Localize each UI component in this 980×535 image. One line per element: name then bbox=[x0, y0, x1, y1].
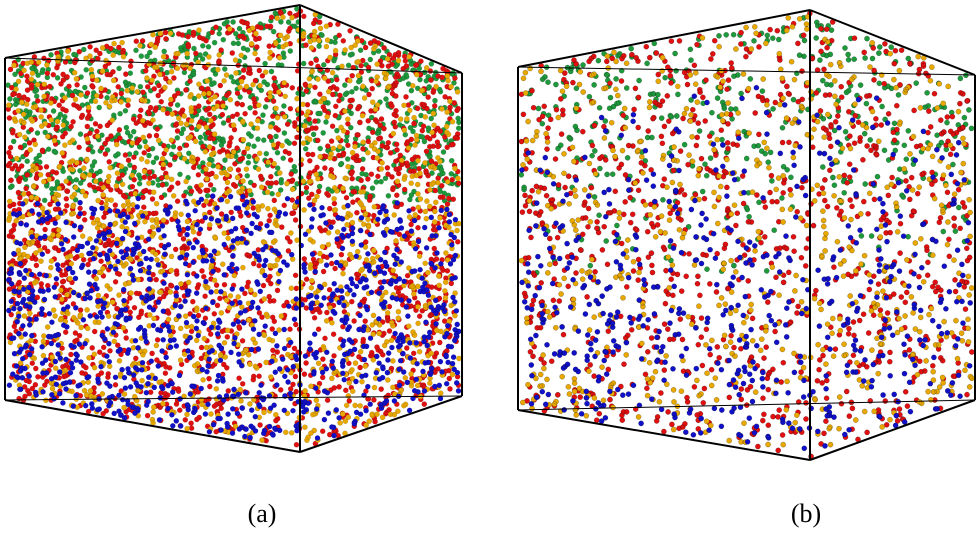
box-edge bbox=[299, 395, 463, 453]
box-edge bbox=[299, 4, 463, 74]
box-edge bbox=[4, 399, 301, 453]
box-edge bbox=[4, 395, 463, 401]
box-edge bbox=[809, 399, 976, 461]
box-edge bbox=[517, 66, 976, 76]
simulation-box-a bbox=[4, 4, 463, 453]
panel-label: (a) bbox=[248, 499, 277, 528]
atoms-red bbox=[518, 10, 975, 460]
atoms-blue bbox=[519, 84, 974, 452]
box-edge bbox=[517, 9, 811, 68]
box-edge bbox=[4, 57, 463, 74]
simulation-box-b bbox=[517, 9, 976, 461]
box-edge bbox=[517, 399, 976, 411]
atoms-blue bbox=[5, 193, 462, 441]
box-edge bbox=[517, 409, 811, 461]
box-edge bbox=[809, 9, 976, 76]
atoms-yellow bbox=[518, 14, 975, 448]
panel-label: (b) bbox=[791, 499, 821, 528]
box-edge bbox=[4, 4, 301, 59]
